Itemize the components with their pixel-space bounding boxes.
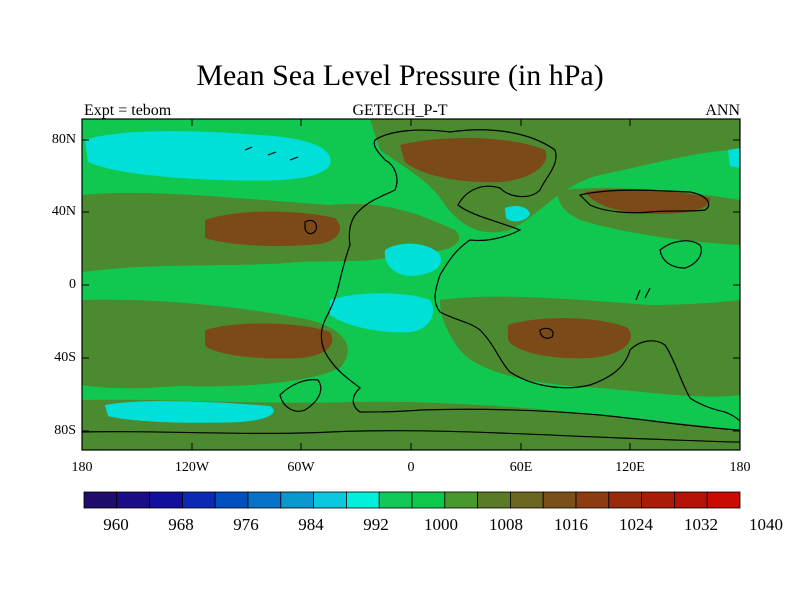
coastline-island: [659, 240, 702, 269]
colorbar-label: 1032: [684, 515, 718, 534]
pressure-contour-field: [82, 119, 740, 450]
colorbar-swatch: [444, 491, 478, 509]
colorbar-label: 1024: [619, 515, 653, 534]
colorbar-label: 1000: [424, 515, 458, 534]
axis-ticks: [81, 119, 741, 450]
colorbar-label: 1008: [489, 515, 523, 534]
colorbar-swatch: [706, 491, 741, 509]
pressure-region-highest: [400, 138, 547, 183]
coastline-east-asia: [578, 189, 710, 214]
colorbar-label: 968: [168, 515, 194, 534]
colorbar-swatch: [116, 491, 151, 509]
pressure-region-highest: [205, 323, 333, 359]
colorbar-label: 992: [363, 515, 389, 534]
lon-label-0: 0: [407, 460, 415, 475]
lon-label-120e: 120E: [615, 460, 645, 475]
lon-label-180w: 180: [71, 460, 93, 475]
colorbar-label: 1016: [554, 515, 588, 534]
pressure-region-highest: [585, 189, 711, 214]
pressure-region-low: [728, 148, 740, 168]
colorbar-swatch: [149, 491, 183, 509]
experiment-label: Expt = tebom: [84, 102, 172, 119]
coastline-island: [635, 287, 651, 301]
colorbar-swatch: [214, 491, 249, 509]
lat-label-equator: 0: [69, 277, 76, 292]
colorbar-swatch: [280, 491, 314, 509]
lat-label-80n: 80N: [51, 132, 76, 147]
colorbar-label: 960: [103, 515, 129, 534]
colorbar-swatch: [313, 491, 347, 509]
coastline-outlines: [82, 129, 740, 443]
pressure-region-low: [384, 243, 441, 276]
colorbar-swatch: [345, 491, 380, 509]
colorbar-swatch: [83, 491, 118, 509]
dataset-label: GETECH_P-T: [352, 102, 448, 119]
pressure-region-low: [105, 401, 274, 423]
coastline-pangaea: [320, 129, 740, 431]
coastline-island: [304, 219, 317, 235]
colorbar-swatch: [674, 491, 708, 509]
colorbar-label: 984: [298, 515, 324, 534]
lon-label-60e: 60E: [509, 460, 533, 475]
coastline-south: [82, 430, 740, 443]
lat-label-40n: 40N: [51, 204, 76, 219]
lat-label-80s: 80S: [54, 423, 76, 438]
lon-label-120w: 120W: [174, 460, 210, 475]
pressure-region-low: [505, 206, 530, 222]
colorbar-swatch: [181, 491, 216, 509]
colorbar-swatch: [247, 491, 282, 509]
coastline-island: [244, 146, 299, 161]
pressure-region-low: [330, 293, 434, 333]
pressure-region-low: [85, 131, 331, 181]
colorbar-swatch: [477, 491, 511, 509]
lon-label-60w: 60W: [287, 460, 315, 475]
colorbar-swatch: [411, 491, 446, 509]
colorbar-swatch: [575, 491, 610, 509]
colorbar-swatch: [608, 491, 642, 509]
colorbar-label: 1040: [749, 515, 783, 534]
colorbar-swatch: [641, 491, 675, 509]
colorbar-swatch: [542, 491, 577, 509]
colorbar: [83, 491, 741, 509]
coastline-island: [279, 379, 322, 412]
lon-label-180e: 180: [729, 460, 751, 475]
lat-label-40s: 40S: [54, 350, 76, 365]
colorbar-label: 976: [233, 515, 259, 534]
colorbar-swatch: [378, 491, 413, 509]
pressure-region-highest: [508, 318, 631, 359]
map-title: Mean Sea Level Pressure (in hPa): [196, 59, 604, 92]
colorbar-swatch: [509, 491, 544, 509]
coastline-island: [539, 327, 554, 339]
season-label: ANN: [705, 102, 740, 119]
pressure-region-highest: [205, 211, 340, 246]
